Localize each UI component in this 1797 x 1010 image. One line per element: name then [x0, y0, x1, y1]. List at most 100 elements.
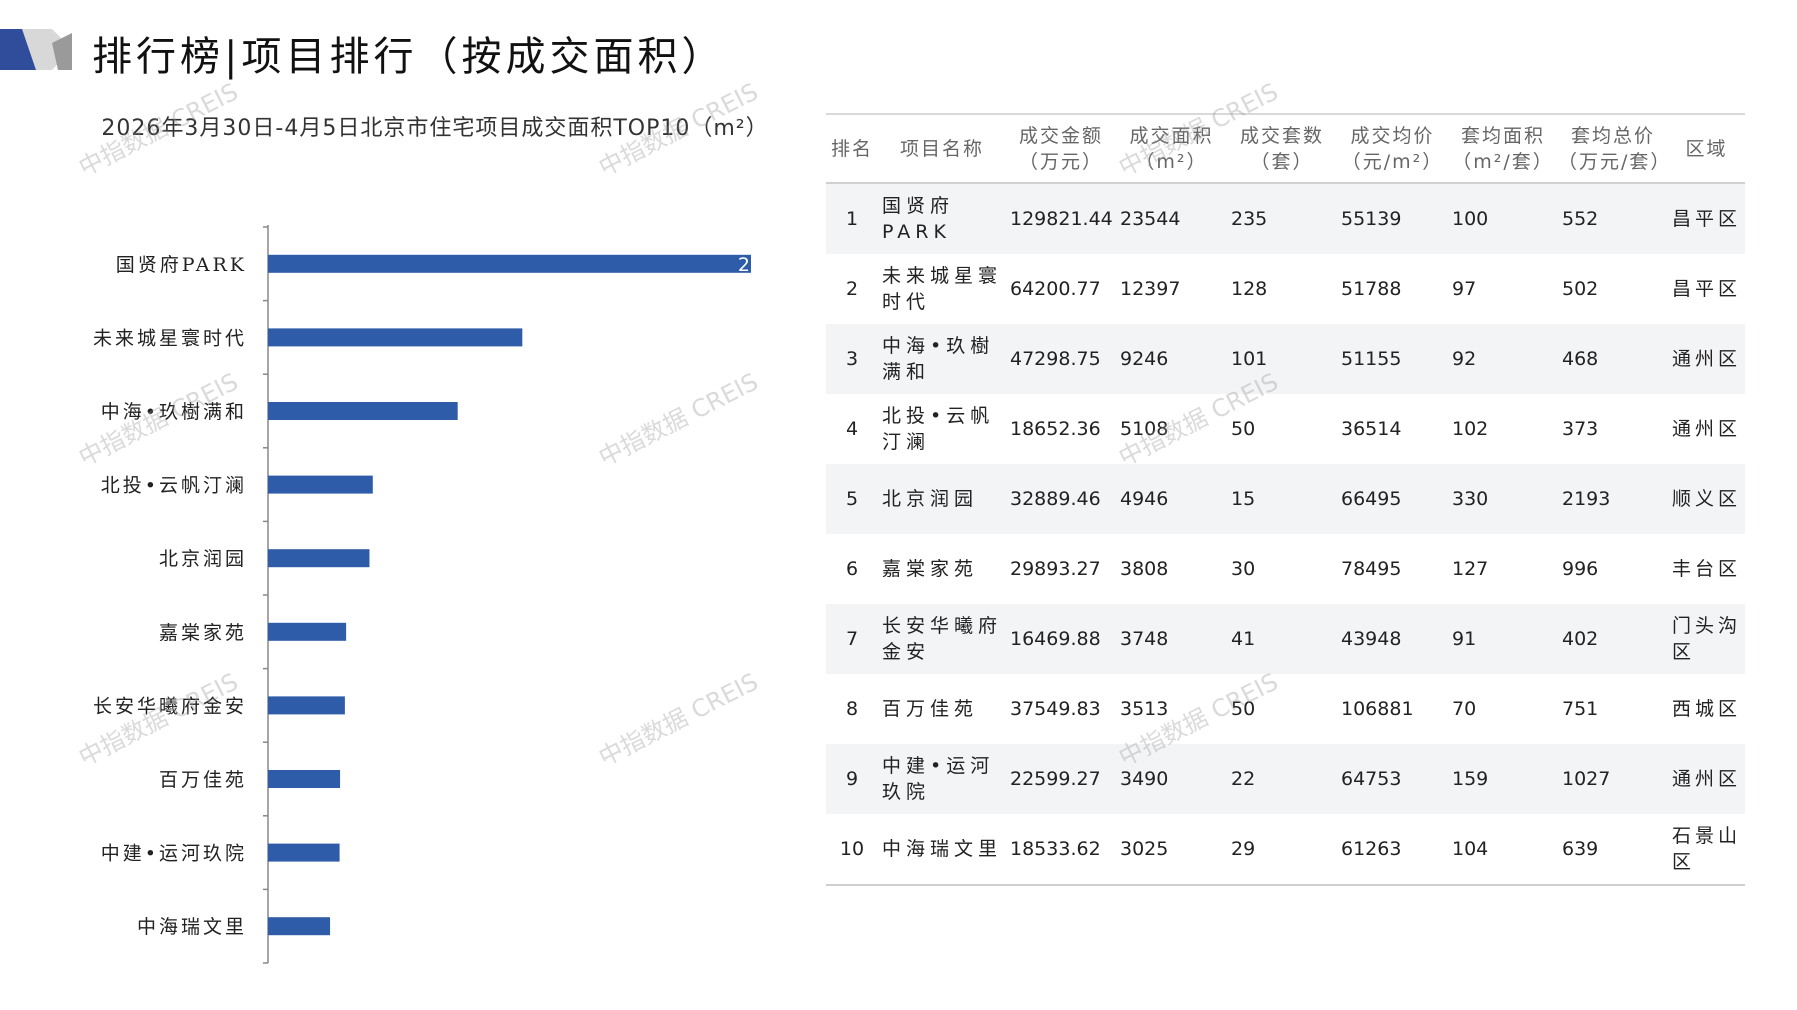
- table-cell: 9: [845, 768, 859, 790]
- table-cell: 2: [845, 278, 859, 300]
- table-cell: 47298.75: [1010, 348, 1101, 370]
- table-cell: 未来城星寰时代: [882, 265, 1003, 313]
- table-cell: 996: [1562, 558, 1599, 580]
- table-cell: 36514: [1341, 418, 1402, 440]
- table-cell: 29: [1231, 838, 1256, 860]
- column-header: 成交套数 （套）: [1227, 114, 1337, 183]
- table-row: 3 中海•玖樹满和 47298.75 9246 101 51155 92 468 通州区: [826, 324, 1745, 394]
- table-cell: 91: [1452, 628, 1477, 650]
- table-cell: 石景山区: [1672, 825, 1742, 873]
- table-cell: 128: [1231, 278, 1268, 300]
- table-cell: 70: [1452, 698, 1477, 720]
- table-cell: 西城区: [1672, 698, 1742, 720]
- table-cell: 18533.62: [1010, 838, 1101, 860]
- table-cell: 100: [1452, 208, 1489, 230]
- header-unit: （m²/套）: [1452, 150, 1554, 173]
- table-row: 9 中建•运河玖院 22599.27 3490 22 64753 159 1027 通州区: [826, 744, 1745, 814]
- table-cell: 12397: [1120, 278, 1181, 300]
- table-cell: 29893.27: [1010, 558, 1101, 580]
- header-unit: （万元）: [1018, 150, 1103, 173]
- table-cell: 64200.77: [1010, 278, 1101, 300]
- table-cell: 3025: [1120, 838, 1169, 860]
- bar: [268, 402, 458, 420]
- bar: [268, 843, 340, 862]
- table-cell: 101: [1231, 348, 1268, 370]
- table-cell: 5: [845, 488, 859, 510]
- table-cell: 长安华曦府金安: [882, 615, 1003, 663]
- column-header: 套均总价 （万元/套）: [1558, 114, 1672, 183]
- category-label: 未来城星寰时代: [93, 327, 247, 349]
- bar: [268, 770, 341, 788]
- table-cell: 402: [1562, 628, 1599, 650]
- bar: [268, 475, 373, 494]
- header-unit: （套）: [1250, 150, 1314, 173]
- table-cell: 7: [845, 628, 859, 650]
- brand-logo: [0, 29, 72, 70]
- column-header: 项目名称: [878, 114, 1006, 183]
- header-label: 成交均价: [1350, 124, 1435, 147]
- table-row: 5 北京润园 32889.46 4946 15 66495 330 2193 顺义区: [826, 464, 1745, 534]
- table-cell: 6: [845, 558, 859, 580]
- header-label: 区域: [1685, 137, 1728, 160]
- table-cell: 10: [839, 838, 865, 860]
- table-cell: 3490: [1120, 768, 1169, 790]
- bar: [268, 917, 331, 936]
- table-cell: 通州区: [1672, 418, 1742, 440]
- table-cell: 中海瑞文里: [882, 838, 1003, 860]
- column-header: 成交面积 （m²）: [1116, 114, 1227, 183]
- table-cell: 中建•运河玖院: [882, 755, 995, 803]
- table-row: 2 未来城星寰时代 64200.77 12397 128 51788 97 502 昌平区: [826, 254, 1745, 324]
- table-cell: 1: [845, 208, 859, 230]
- bar: [268, 549, 370, 568]
- category-label: 中海•玖樹满和: [101, 401, 247, 423]
- table-cell: 104: [1452, 838, 1489, 860]
- table-cell: 468: [1562, 348, 1599, 370]
- table-cell: 129821.44: [1010, 208, 1113, 230]
- table-header-row: 排名 项目名称 成交金额 （万元） 成交面积 （m²） 成交套数 （套） 成交均价 （元/m²） 套…: [826, 114, 1745, 183]
- table-cell: 330: [1452, 488, 1489, 510]
- table-cell: 50: [1231, 418, 1256, 440]
- table-cell: 127: [1452, 558, 1489, 580]
- table-cell: 64753: [1341, 768, 1402, 790]
- table-cell: 30: [1231, 558, 1256, 580]
- table-cell: 92: [1452, 348, 1477, 370]
- table-cell: 102: [1452, 418, 1489, 440]
- table-row: 1 国贤府PARK 129821.44 23544 235 55139 100 552 昌平区: [826, 183, 1745, 254]
- table-cell: 2193: [1562, 488, 1611, 510]
- table-cell: 4946: [1120, 488, 1169, 510]
- table-cell: 昌平区: [1672, 208, 1742, 230]
- table-cell: 通州区: [1672, 348, 1742, 370]
- table-cell: 顺义区: [1672, 488, 1742, 510]
- table-cell: 3513: [1120, 698, 1169, 720]
- header-unit: （m²）: [1135, 150, 1208, 173]
- table-cell: 51155: [1341, 348, 1402, 370]
- table-cell: 3748: [1120, 628, 1169, 650]
- table-cell: 9246: [1120, 348, 1169, 370]
- table-cell: 159: [1452, 768, 1489, 790]
- table-cell: 18652.36: [1010, 418, 1101, 440]
- table-cell: 751: [1562, 698, 1599, 720]
- header-unit: （万元/套）: [1558, 150, 1672, 173]
- category-label: 百万佳苑: [159, 769, 247, 791]
- column-header: 成交均价 （元/m²）: [1337, 114, 1448, 183]
- table-cell: 北投•云帆汀澜: [882, 405, 995, 453]
- table-cell: 51788: [1341, 278, 1402, 300]
- table-cell: 22: [1231, 768, 1256, 790]
- table-cell: 丰台区: [1672, 558, 1742, 580]
- ranking-table: 排名 项目名称 成交金额 （万元） 成交面积 （m²） 成交套数 （套） 成交均价 （元/m²） 套…: [826, 113, 1745, 886]
- column-header: 成交金额 （万元）: [1006, 114, 1116, 183]
- table-row: 4 北投•云帆汀澜 18652.36 5108 50 36514 102 373 通州区: [826, 394, 1745, 464]
- header-label: 排名: [830, 137, 873, 160]
- table-cell: 61263: [1341, 838, 1402, 860]
- table-cell: 37549.83: [1010, 698, 1101, 720]
- table-cell: 235: [1231, 208, 1268, 230]
- table-cell: 502: [1562, 278, 1599, 300]
- header-label: 套均总价: [1570, 124, 1655, 147]
- header-label: 成交金额: [1018, 124, 1103, 147]
- table-cell: 15: [1231, 488, 1256, 510]
- category-label: 嘉棠家苑: [159, 622, 247, 644]
- table-cell: 国贤府PARK: [882, 195, 955, 243]
- table-cell: 门头沟区: [1672, 615, 1742, 663]
- table-cell: 通州区: [1672, 768, 1742, 790]
- column-header: 区域: [1668, 114, 1745, 183]
